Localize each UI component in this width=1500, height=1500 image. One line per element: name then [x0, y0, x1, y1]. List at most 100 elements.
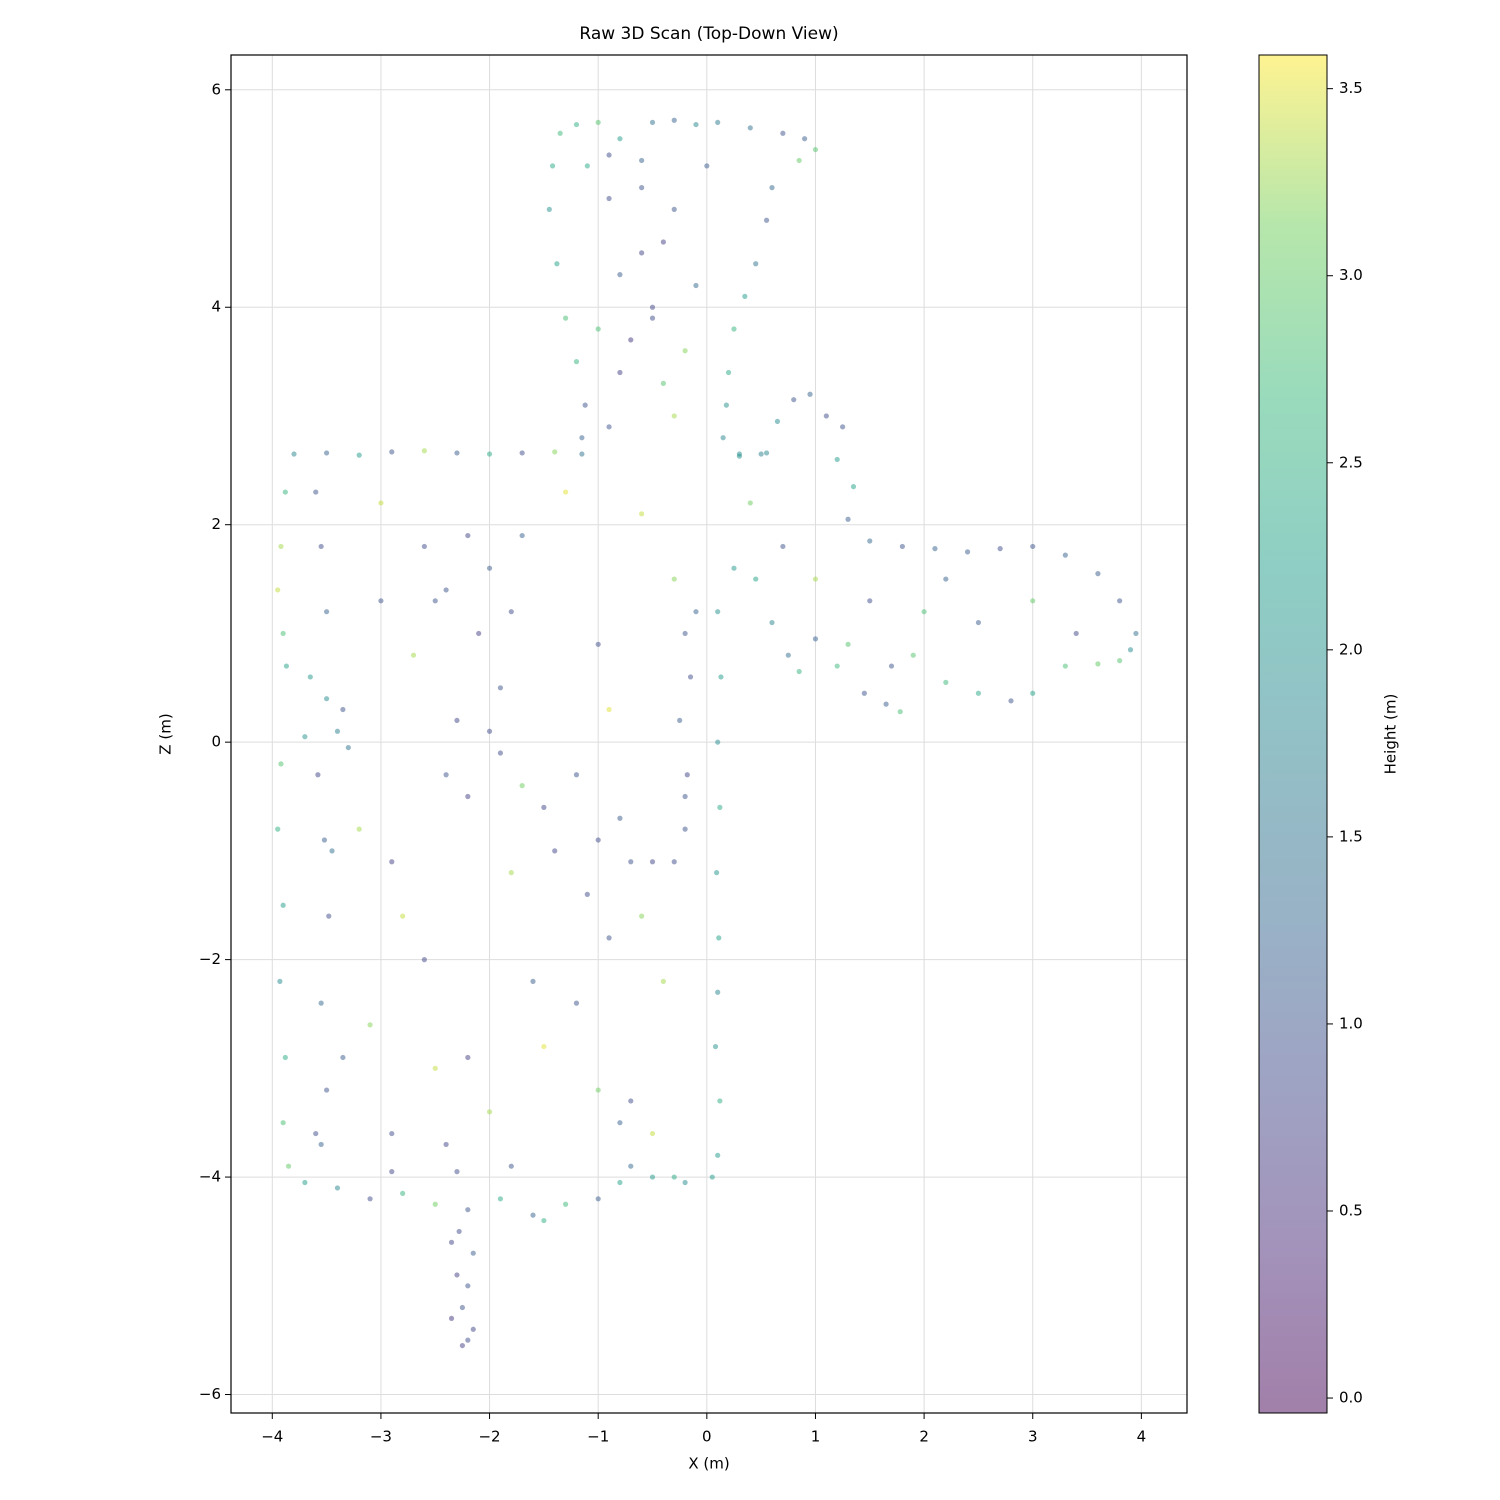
scan-point	[275, 826, 281, 832]
scan-point	[579, 435, 585, 441]
scan-point	[888, 663, 895, 669]
scan-point	[639, 913, 645, 919]
x-tick-label: 0	[702, 1428, 712, 1446]
scan-point	[454, 450, 460, 456]
scan-point	[465, 1337, 471, 1343]
scan-point	[324, 1087, 330, 1093]
scan-point	[378, 500, 384, 506]
scan-point	[454, 1272, 460, 1278]
scan-point	[432, 1201, 438, 1207]
scan-point	[329, 848, 335, 854]
scan-point	[400, 1190, 406, 1196]
scan-point	[1030, 543, 1036, 550]
scan-point	[834, 456, 840, 463]
scan-point	[486, 451, 493, 457]
y-tick-label: 6	[211, 80, 221, 98]
scan-point	[763, 450, 770, 456]
scan-point	[649, 1130, 656, 1137]
scan-point	[285, 1163, 292, 1169]
x-tick-label: 4	[1137, 1428, 1147, 1446]
scan-point	[486, 565, 493, 571]
scan-point	[432, 598, 438, 604]
scan-point	[785, 652, 791, 658]
scan-point	[1133, 630, 1139, 637]
scan-point	[682, 348, 688, 354]
scan-point	[278, 543, 284, 550]
scan-point	[508, 609, 514, 615]
scan-point	[682, 826, 688, 832]
scan-point	[378, 598, 384, 604]
scan-point	[541, 1043, 547, 1050]
scan-point	[340, 706, 346, 713]
scan-point	[324, 696, 330, 702]
scan-point	[975, 690, 982, 696]
scan-point	[476, 630, 482, 637]
colorbar-tick-label: 3.5	[1339, 79, 1363, 97]
scan-point	[595, 326, 601, 332]
scan-point	[897, 709, 903, 715]
scan-point	[389, 1169, 395, 1175]
scan-point	[660, 978, 666, 984]
scan-point	[717, 1098, 723, 1104]
scan-point	[943, 679, 949, 685]
scan-point	[275, 587, 281, 593]
scan-point	[964, 549, 971, 555]
x-tick-label: 2	[919, 1428, 929, 1446]
chart-title: Raw 3D Scan (Top-Down View)	[579, 24, 838, 44]
scan-point	[628, 337, 634, 343]
scan-point	[753, 261, 759, 267]
scan-point	[552, 449, 558, 455]
scan-point	[595, 837, 601, 843]
scan-point	[324, 450, 330, 456]
scan-point	[595, 1196, 601, 1202]
scan-point	[470, 1250, 476, 1256]
scan-point	[617, 815, 623, 821]
scan-point	[302, 1179, 308, 1186]
scan-point	[291, 451, 297, 457]
scan-point	[470, 1326, 476, 1332]
scan-point	[899, 543, 905, 550]
scan-point	[278, 761, 284, 767]
scan-point	[1117, 658, 1123, 664]
colorbar-tick-label: 1.0	[1339, 1014, 1363, 1032]
scan-point	[715, 119, 721, 126]
colorbar-tick-label: 3.0	[1339, 266, 1363, 284]
scan-point	[606, 706, 612, 713]
scan-point	[812, 146, 819, 153]
scan-point	[519, 532, 525, 539]
scan-point	[530, 1212, 536, 1218]
scan-point	[1117, 598, 1123, 604]
scan-point	[486, 1109, 493, 1115]
scan-point	[682, 630, 688, 637]
scan-point	[1127, 647, 1134, 653]
y-tick-label: 4	[211, 298, 221, 316]
scan-point	[715, 609, 721, 615]
scan-point	[747, 125, 753, 131]
scan-point	[684, 772, 690, 778]
scan-point	[660, 239, 666, 245]
scan-point	[731, 565, 737, 571]
scan-point	[671, 1174, 677, 1180]
scan-point	[617, 136, 623, 142]
scan-point	[769, 185, 775, 191]
scan-point	[573, 1000, 580, 1006]
scan-point	[910, 652, 916, 658]
scan-point	[791, 397, 797, 403]
scan-point	[716, 935, 722, 941]
x-axis-label: X (m)	[688, 1455, 729, 1473]
colorbar-tick-label: 2.5	[1339, 453, 1363, 471]
y-tick-label: −2	[199, 950, 221, 968]
scan-point	[834, 663, 840, 669]
scan-point	[758, 451, 764, 457]
scan-point	[595, 119, 601, 126]
scan-point	[639, 157, 645, 164]
scan-point	[725, 369, 732, 376]
scan-point	[1062, 552, 1068, 558]
scan-point	[459, 1342, 465, 1349]
colorbar-label: Height (m)	[1382, 694, 1400, 775]
scan-point	[318, 543, 324, 550]
scan-point	[389, 859, 395, 865]
scan-point	[649, 315, 656, 321]
scan-point	[584, 891, 590, 897]
y-tick-label: −4	[199, 1168, 221, 1186]
